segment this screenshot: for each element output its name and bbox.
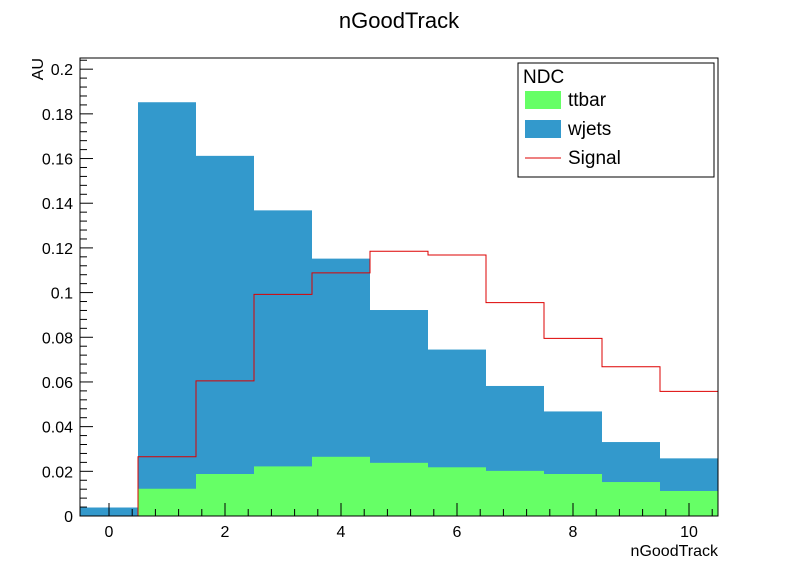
y-axis-ticks: 0 0.02 0.04 0.06 0.08 0.1 0.12 0.14 0.16 0.18 0.2 <box>42 59 93 526</box>
y-tick-label: 0.2 <box>51 62 73 79</box>
y-tick-label: 0.1 <box>51 286 73 303</box>
plot-frame <box>79 57 719 517</box>
y-tick-label: 0.08 <box>42 330 73 347</box>
ttbar-bar <box>370 462 428 516</box>
ttbar-bar <box>254 466 312 516</box>
legend-swatch <box>525 91 561 109</box>
ttbar-bar <box>138 488 196 516</box>
wjets-bar <box>138 102 196 517</box>
wjets-bar <box>254 210 312 516</box>
y-tick-label: 0.18 <box>42 107 73 124</box>
legend-title: NDC <box>523 67 564 88</box>
legend-entry-label: ttbar <box>568 90 607 111</box>
y-tick-label: 0.02 <box>42 464 73 481</box>
x-axis-ticks: 0 2 4 6 8 10 <box>105 503 713 541</box>
y-tick-label: 0.04 <box>42 420 73 437</box>
x-tick-label: 4 <box>337 524 346 541</box>
legend-swatch <box>525 120 561 138</box>
y-axis-label: AU <box>30 58 47 80</box>
y-tick-label: 0.06 <box>42 375 73 392</box>
y-tick-label: 0 <box>64 509 73 526</box>
chart-title: nGoodTrack <box>339 8 460 33</box>
y-tick-label: 0.14 <box>42 196 73 213</box>
x-tick-label: 10 <box>680 524 698 541</box>
ttbar-bar <box>602 482 660 516</box>
x-tick-label: 8 <box>569 524 578 541</box>
legend-entry-label: Signal <box>568 148 621 169</box>
x-tick-label: 6 <box>453 524 462 541</box>
ttbar-bar <box>486 470 544 516</box>
legend: NDC ttbar wjets Signal <box>517 62 715 178</box>
x-tick-label: 2 <box>221 524 230 541</box>
legend-entry-label: wjets <box>567 119 611 140</box>
x-axis-label: nGoodTrack <box>631 543 719 560</box>
y-tick-label: 0.16 <box>42 152 73 169</box>
wjets-bar <box>196 155 254 517</box>
signal-step-line <box>80 250 718 517</box>
x-tick-label: 0 <box>105 524 114 541</box>
y-tick-label: 0.12 <box>42 241 73 258</box>
legend-entries: ttbar wjets Signal <box>525 90 621 169</box>
